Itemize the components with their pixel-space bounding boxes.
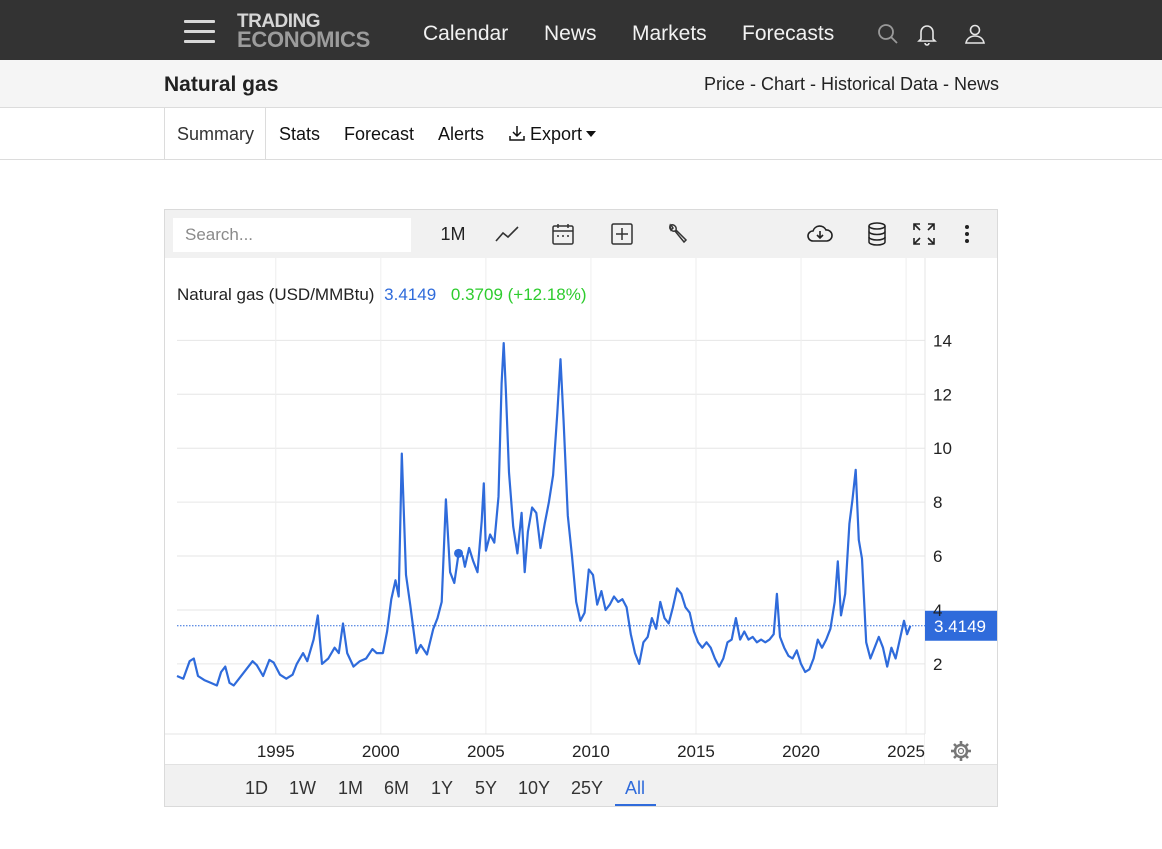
- logo[interactable]: TRADING ECONOMICS: [237, 11, 370, 52]
- x-tick-label: 2010: [572, 742, 610, 761]
- bell-icon[interactable]: [915, 22, 939, 46]
- nav-news[interactable]: News: [544, 22, 597, 45]
- hamburger-menu-icon[interactable]: [184, 20, 215, 44]
- compare-add-icon[interactable]: [608, 220, 636, 248]
- logo-line1: TRADING: [237, 11, 321, 32]
- last-value-tag: [925, 610, 997, 641]
- chart-settings-icon[interactable]: [951, 741, 971, 761]
- calendar-icon[interactable]: [549, 220, 577, 248]
- legend-change: 0.3709 (+12.18%): [451, 285, 587, 304]
- logo-line2: ECONOMICS: [237, 27, 370, 52]
- chart-toolbar: 1M: [165, 210, 997, 258]
- nav-forecasts[interactable]: Forecasts: [742, 22, 835, 45]
- chart-search-input[interactable]: [173, 218, 411, 252]
- breadcrumb[interactable]: Price - Chart - Historical Data - News: [703, 74, 999, 94]
- cloud-download-icon[interactable]: [805, 220, 835, 248]
- nav-markets[interactable]: Markets: [632, 22, 707, 45]
- chart-card: 1M: [164, 209, 998, 807]
- y-tick-label: 6: [933, 547, 942, 566]
- range-25y[interactable]: 25Y: [571, 778, 604, 798]
- range-1m[interactable]: 1M: [338, 778, 364, 798]
- tab-summary-label: Summary: [177, 124, 255, 144]
- chart-plot[interactable]: 3.4149 2 4 6 8 10 12 14 1995 2000 2005 2010 2015 20…: [165, 258, 997, 766]
- fullscreen-icon[interactable]: [910, 220, 938, 248]
- y-tick-label: 8: [933, 493, 942, 512]
- interval-label: 1M: [440, 223, 466, 244]
- search-icon[interactable]: [876, 22, 900, 46]
- y-tick-label: 2: [933, 655, 942, 674]
- range-all[interactable]: All: [625, 778, 646, 798]
- data-marker: [454, 548, 464, 558]
- wrench-icon[interactable]: [663, 220, 691, 248]
- chart-legend: Natural gas (USD/MMBtu) 3.4149 0.3709 (+…: [177, 285, 587, 304]
- last-value-tag-label: 3.4149: [934, 617, 986, 636]
- subheader: Natural gas Price - Chart - Historical D…: [0, 60, 1162, 108]
- database-icon[interactable]: [863, 220, 891, 248]
- tab-forecast[interactable]: Forecast: [344, 124, 415, 144]
- download-icon: [509, 126, 525, 141]
- legend-series-name: Natural gas (USD/MMBtu): [177, 285, 374, 304]
- tab-bar: Summary Stats Forecast Alerts Export: [0, 108, 1162, 160]
- range-6m[interactable]: 6M: [384, 778, 410, 798]
- x-tick-label: 2020: [782, 742, 820, 761]
- interval-button[interactable]: 1M: [435, 220, 471, 248]
- series-line-natural-gas: [176, 342, 912, 687]
- tab-summary[interactable]: Summary: [164, 108, 266, 159]
- caret-down-icon: [586, 131, 597, 137]
- range-5y[interactable]: 5Y: [475, 778, 498, 798]
- range-1d[interactable]: 1D: [245, 778, 269, 798]
- x-tick-label: 2015: [677, 742, 715, 761]
- y-tick-label: 12: [933, 385, 952, 404]
- y-tick-label: 14: [933, 331, 952, 350]
- x-tick-label: 2000: [362, 742, 400, 761]
- x-tick-label: 2025: [887, 742, 925, 761]
- legend-last-value: 3.4149: [384, 285, 436, 304]
- y-tick-label: 10: [933, 439, 952, 458]
- export-label: Export: [530, 124, 583, 144]
- x-tick-label: 2005: [467, 742, 505, 761]
- x-tick-label: 1995: [257, 742, 295, 761]
- top-navbar: TRADING ECONOMICS Calendar News Markets …: [0, 0, 1162, 60]
- nav-calendar[interactable]: Calendar: [423, 22, 509, 45]
- line-chart-icon[interactable]: [493, 220, 521, 248]
- more-vert-icon[interactable]: [957, 220, 977, 248]
- page-title: Natural gas: [164, 73, 279, 96]
- range-selector: 1D 1W 1M 6M 1Y 5Y 10Y 25Y All: [165, 764, 997, 806]
- tab-stats[interactable]: Stats: [279, 124, 321, 144]
- range-10y[interactable]: 10Y: [518, 778, 551, 798]
- tab-alerts[interactable]: Alerts: [438, 124, 485, 144]
- y-tick-label: 4: [933, 601, 942, 620]
- range-1y[interactable]: 1Y: [431, 778, 454, 798]
- user-icon[interactable]: [963, 22, 987, 46]
- export-dropdown[interactable]: Export: [508, 124, 597, 145]
- range-1w[interactable]: 1W: [289, 778, 316, 798]
- range-active-underline: [615, 804, 656, 806]
